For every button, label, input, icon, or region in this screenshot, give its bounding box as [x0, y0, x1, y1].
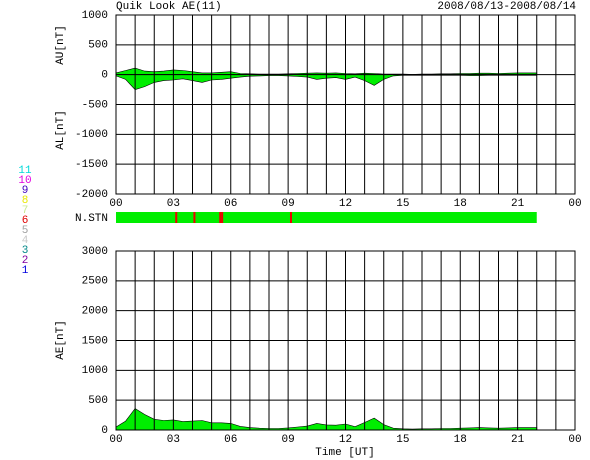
x-tick-label: 09	[282, 434, 295, 446]
station-number: 11	[18, 165, 32, 177]
y-tick-label: 500	[88, 40, 108, 52]
y-tick-label: 1000	[82, 10, 108, 22]
y-tick-label: 500	[88, 395, 108, 407]
y-tick-label: -500	[82, 99, 108, 111]
x-tick-label: 03	[167, 198, 180, 210]
station-number: 5	[22, 225, 29, 237]
y-tick-label: 0	[101, 425, 108, 437]
y-tick-label: 3000	[82, 246, 108, 258]
station-number: 10	[18, 175, 31, 187]
y-tick-label: 2500	[82, 276, 108, 288]
station-drop	[193, 212, 196, 223]
x-tick-label: 00	[109, 198, 122, 210]
y-tick-label: -1000	[75, 129, 108, 141]
station-number: 1	[22, 265, 29, 277]
x-tick-label: 00	[568, 198, 581, 210]
y-tick-label: 1000	[82, 365, 108, 377]
x-tick-label: 15	[396, 434, 409, 446]
x-tick-label: 18	[454, 434, 467, 446]
x-tick-label: 09	[282, 198, 295, 210]
station-drop	[175, 212, 178, 223]
y-label: AE[nT]	[55, 320, 67, 360]
y-label: AU[nT]	[55, 25, 67, 65]
plot-frame	[115, 250, 576, 431]
station-number: 7	[22, 205, 29, 217]
station-number: 3	[22, 245, 29, 257]
area	[115, 67, 538, 75]
station-number: 4	[22, 235, 29, 247]
station-number: 2	[22, 255, 29, 267]
x-tick-label: 12	[339, 434, 352, 446]
x-tick-label: 15	[396, 198, 409, 210]
x-tick-label: 21	[511, 434, 525, 446]
strip-label: N.STN	[75, 213, 108, 225]
station-number: 6	[22, 215, 29, 227]
x-tick-label: 06	[224, 198, 237, 210]
area	[115, 74, 538, 90]
x-tick-label: 00	[109, 434, 122, 446]
y-tick-label: 2000	[82, 306, 108, 318]
y-label: AL[nT]	[55, 110, 67, 150]
station-number: 8	[22, 195, 29, 207]
station-drop	[221, 212, 224, 223]
station-number: 9	[22, 185, 29, 197]
y-tick-label: -1500	[75, 159, 108, 171]
y-tick-label: 0	[101, 70, 108, 82]
plot-frame	[115, 14, 576, 195]
y-tick-label: -2000	[75, 189, 108, 201]
station-bar	[116, 212, 537, 223]
x-tick-label: 03	[167, 434, 180, 446]
station-drop	[289, 212, 292, 223]
x-tick-label: 18	[454, 198, 467, 210]
station-drop	[219, 212, 222, 223]
x-tick-label: 12	[339, 198, 352, 210]
date-range: 2008/08/13-2008/08/14	[437, 1, 576, 13]
x-label: Time [UT]	[315, 447, 374, 459]
chart-title: Quik Look AE(11)	[116, 1, 222, 13]
x-tick-label: 21	[511, 198, 525, 210]
y-tick-label: 1500	[82, 335, 108, 347]
x-tick-label: 00	[568, 434, 581, 446]
x-tick-label: 06	[224, 434, 237, 446]
area	[115, 408, 538, 431]
